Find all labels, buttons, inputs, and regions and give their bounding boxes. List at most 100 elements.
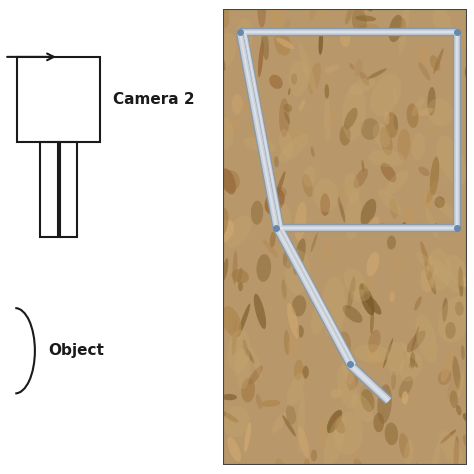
Ellipse shape [310, 233, 318, 252]
Ellipse shape [314, 179, 338, 212]
Ellipse shape [319, 0, 330, 21]
Ellipse shape [333, 415, 345, 434]
Ellipse shape [368, 149, 405, 167]
Ellipse shape [321, 276, 346, 338]
Ellipse shape [279, 98, 290, 137]
Ellipse shape [293, 238, 306, 274]
Ellipse shape [461, 276, 467, 287]
Ellipse shape [389, 292, 395, 302]
Ellipse shape [216, 117, 234, 150]
Ellipse shape [232, 319, 237, 356]
Ellipse shape [222, 258, 228, 281]
Ellipse shape [337, 365, 357, 409]
Ellipse shape [325, 84, 329, 99]
Ellipse shape [368, 330, 381, 353]
Ellipse shape [456, 405, 462, 415]
Ellipse shape [384, 422, 398, 445]
Ellipse shape [270, 232, 276, 247]
Ellipse shape [374, 223, 384, 229]
Ellipse shape [286, 405, 296, 425]
Ellipse shape [360, 72, 369, 86]
Ellipse shape [416, 253, 438, 274]
Ellipse shape [231, 94, 243, 115]
Ellipse shape [405, 28, 418, 32]
Text: Camera 2: Camera 2 [113, 92, 195, 107]
Ellipse shape [323, 242, 333, 264]
Ellipse shape [298, 390, 305, 454]
Ellipse shape [324, 98, 331, 142]
Ellipse shape [412, 97, 425, 116]
Ellipse shape [424, 191, 432, 207]
Ellipse shape [279, 129, 293, 158]
Ellipse shape [225, 216, 252, 248]
Ellipse shape [419, 166, 429, 176]
Ellipse shape [384, 111, 390, 125]
Ellipse shape [292, 295, 306, 317]
Ellipse shape [240, 96, 259, 110]
Ellipse shape [463, 435, 470, 448]
Ellipse shape [466, 27, 471, 39]
Ellipse shape [261, 400, 281, 407]
Ellipse shape [378, 189, 401, 214]
Ellipse shape [354, 458, 366, 474]
Ellipse shape [338, 197, 346, 223]
Ellipse shape [342, 350, 354, 384]
Ellipse shape [250, 348, 263, 378]
Ellipse shape [421, 266, 434, 292]
Ellipse shape [216, 185, 221, 220]
Ellipse shape [404, 440, 414, 464]
Ellipse shape [414, 296, 422, 310]
Ellipse shape [330, 388, 341, 399]
Ellipse shape [463, 413, 473, 425]
Ellipse shape [343, 305, 363, 323]
Ellipse shape [409, 362, 413, 367]
Ellipse shape [367, 217, 380, 231]
Ellipse shape [283, 250, 293, 269]
Ellipse shape [302, 174, 313, 197]
Ellipse shape [274, 30, 291, 55]
Ellipse shape [407, 103, 419, 128]
Ellipse shape [450, 391, 458, 408]
Ellipse shape [437, 136, 467, 185]
Ellipse shape [274, 458, 287, 474]
Ellipse shape [442, 298, 448, 322]
Ellipse shape [246, 348, 255, 364]
Ellipse shape [427, 248, 451, 291]
Ellipse shape [397, 18, 406, 37]
Ellipse shape [370, 307, 374, 334]
Ellipse shape [256, 27, 268, 38]
Ellipse shape [367, 0, 375, 11]
Ellipse shape [264, 189, 285, 214]
Ellipse shape [407, 330, 426, 352]
Ellipse shape [222, 411, 238, 423]
Ellipse shape [380, 127, 392, 155]
Ellipse shape [355, 15, 376, 21]
Ellipse shape [284, 111, 290, 124]
Ellipse shape [279, 134, 309, 163]
Ellipse shape [254, 294, 266, 329]
Ellipse shape [417, 46, 429, 64]
Ellipse shape [418, 108, 434, 116]
Ellipse shape [236, 18, 253, 50]
Ellipse shape [299, 43, 317, 94]
Ellipse shape [429, 126, 434, 135]
Ellipse shape [347, 276, 356, 310]
Ellipse shape [429, 339, 435, 356]
Ellipse shape [221, 306, 241, 337]
Ellipse shape [393, 87, 397, 104]
Ellipse shape [400, 352, 422, 382]
Ellipse shape [441, 350, 454, 382]
Ellipse shape [399, 433, 409, 458]
Ellipse shape [438, 369, 452, 385]
Ellipse shape [349, 64, 354, 70]
Ellipse shape [454, 436, 459, 473]
Ellipse shape [337, 332, 351, 357]
Ellipse shape [297, 325, 304, 337]
Ellipse shape [257, 0, 266, 28]
Ellipse shape [331, 107, 338, 124]
Ellipse shape [430, 156, 439, 196]
Ellipse shape [418, 62, 430, 81]
Ellipse shape [237, 303, 250, 337]
Ellipse shape [342, 84, 366, 141]
Ellipse shape [433, 223, 439, 232]
